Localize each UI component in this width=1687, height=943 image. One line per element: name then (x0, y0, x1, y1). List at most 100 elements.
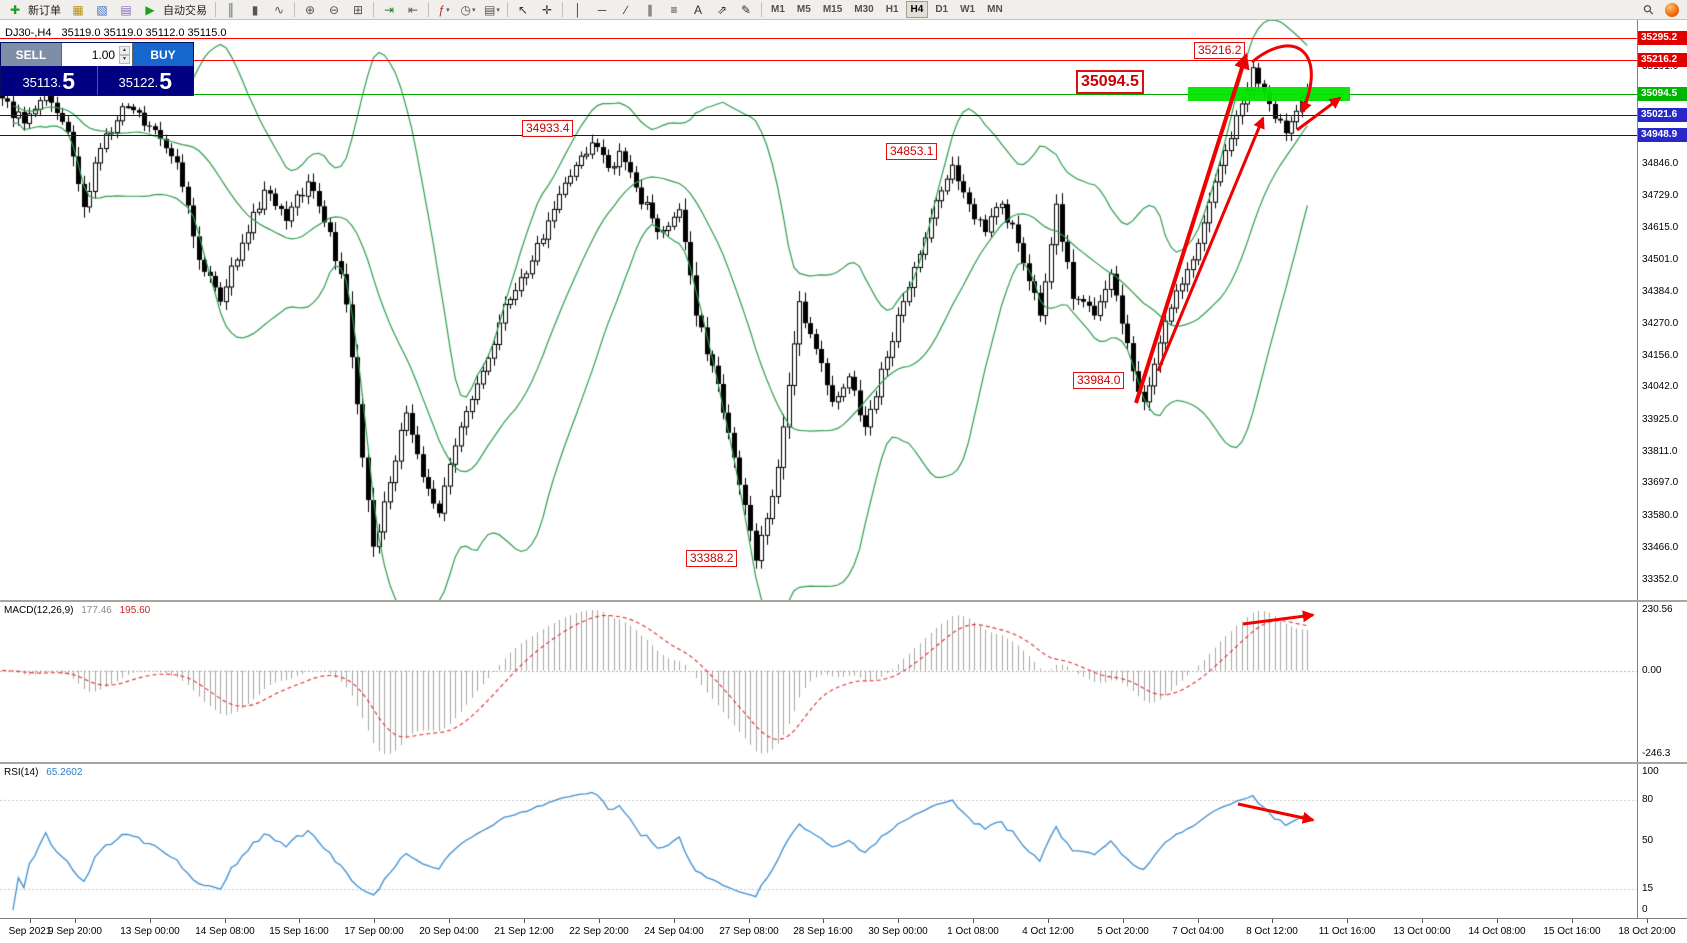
time-axis-tick (225, 919, 226, 923)
new-chart-button[interactable]: ▦ (66, 0, 90, 20)
price-axis-box-35216.2: 35216.2 (1638, 53, 1687, 67)
sell-price-display[interactable]: 35113. 5 (1, 66, 97, 95)
time-axis-tick (599, 919, 600, 923)
panel-separator[interactable] (0, 762, 1687, 764)
macd-pane[interactable]: MACD(12,26,9) 177.46 195.60 (0, 602, 1637, 762)
timeframe-w1-button[interactable]: W1 (960, 4, 976, 15)
new-order-label: 新订单 (28, 4, 61, 17)
time-axis-label: 27 Sep 08:00 (719, 926, 779, 937)
time-axis-tick (150, 919, 151, 923)
time-axis-label: 15 Sep 16:00 (269, 926, 329, 937)
buy-button[interactable]: BUY (133, 43, 193, 66)
autotrading-icon: ▶ (145, 2, 155, 17)
tile-windows-button[interactable]: ⊞ (346, 0, 370, 20)
text-button[interactable]: A (686, 0, 710, 20)
search-button[interactable]: ⚲ (1637, 0, 1661, 20)
price-label-35216.2[interactable]: 35216.2 (1194, 42, 1246, 59)
autotrading-button[interactable]: ▶ (138, 0, 162, 20)
timeframe-m1-button[interactable]: M1 (771, 4, 785, 15)
text-icon: A (693, 2, 702, 17)
horizontal-line-35216.2[interactable] (0, 59, 1637, 61)
candlestick-chart-button[interactable]: ▮ (243, 0, 267, 20)
periods-icon: ◷ (460, 2, 471, 17)
price-label-34853.1[interactable]: 34853.1 (886, 143, 938, 160)
chart-window[interactable]: DJ30-,H4 35119.0 35119.0 35112.0 35115.0… (0, 20, 1687, 943)
rsi-axis-label: 50 (1642, 835, 1654, 846)
indicators-button[interactable]: ƒ ▾ (432, 0, 456, 20)
rsi-axis-label: 100 (1642, 766, 1659, 777)
time-axis-tick (674, 919, 675, 923)
rsi-canvas[interactable] (0, 764, 1637, 918)
main-chart-pane[interactable]: DJ30-,H4 35119.0 35119.0 35112.0 35115.0… (0, 20, 1637, 600)
toolbar-separator (507, 2, 508, 17)
vertical-line-button[interactable]: │ (566, 0, 590, 20)
arrows-button[interactable]: ⇗ (710, 0, 734, 20)
bar-chart-button[interactable]: ║ (219, 0, 243, 20)
horizontal-line-35295.2[interactable] (0, 37, 1637, 39)
candlestick-chart-canvas[interactable] (0, 20, 1637, 600)
timeframe-m5-button[interactable]: M5 (796, 4, 811, 15)
tile-windows-icon: ⊞ (352, 2, 364, 17)
new-order-button[interactable]: ✚ (3, 0, 27, 20)
macd-canvas[interactable] (0, 602, 1637, 762)
fibonacci-button[interactable]: ≡ (662, 0, 686, 20)
timeframe-m30-button[interactable]: M30 (854, 4, 874, 15)
time-axis-label: 18 Oct 20:00 (1618, 926, 1676, 937)
mql-logo-icon (1665, 2, 1679, 17)
horizontal-line-34948.9[interactable] (0, 134, 1637, 136)
support-zone-rectangle[interactable] (1188, 87, 1350, 101)
rsi-pane[interactable]: RSI(14) 65.2602 (0, 764, 1637, 918)
volume-down-button[interactable]: ▼ (119, 54, 130, 64)
draw-button[interactable]: ✎ (734, 0, 758, 20)
channel-button[interactable]: ∥ (638, 0, 662, 20)
fibonacci-icon: ≡ (670, 2, 678, 17)
profiles-button[interactable]: ▧ (90, 0, 114, 20)
volume-input[interactable] (67, 46, 118, 63)
rsi-axis-label: 80 (1642, 794, 1654, 805)
price-axis[interactable]: 35191.034846.034729.034615.034501.034384… (1637, 20, 1687, 918)
line-chart-button[interactable]: ∿ (267, 0, 291, 20)
time-axis-tick (449, 919, 450, 923)
templates-button[interactable]: ▤ ▾ (480, 0, 504, 20)
timeframe-h4-button[interactable]: H4 (905, 1, 929, 18)
time-axis-tick (749, 919, 750, 923)
time-axis-label: 17 Sep 00:00 (344, 926, 404, 937)
auto-scroll-button[interactable]: ⇥ (377, 0, 401, 20)
price-axis-tick: 34615.0 (1642, 222, 1679, 233)
new-order-icon: ✚ (9, 2, 21, 17)
volume-spinner: ▲ ▼ (119, 45, 130, 64)
horizontal-line-35094.5[interactable] (0, 93, 1637, 95)
sell-button[interactable]: SELL (1, 43, 61, 66)
dropdown-arrow-icon: ▾ (471, 6, 476, 14)
timeframe-h1-button[interactable]: H1 (885, 4, 899, 15)
cursor-button[interactable]: ↖ (511, 0, 535, 20)
zoom-in-button[interactable]: ⊕ (298, 0, 322, 20)
price-label-33388.2[interactable]: 33388.2 (686, 550, 738, 567)
periods-button[interactable]: ◷ ▾ (456, 0, 480, 20)
chart-shift-button[interactable]: ⇤ (401, 0, 425, 20)
horizontal-line-35021.6[interactable] (0, 114, 1637, 116)
time-axis-tick (75, 919, 76, 923)
price-label-34933.4[interactable]: 34933.4 (522, 120, 574, 137)
time-axis-tick (1198, 919, 1199, 923)
panel-separator[interactable] (0, 600, 1687, 602)
price-axis-tick: 34384.0 (1642, 286, 1679, 297)
time-axis-tick (823, 919, 824, 923)
timeframe-mn-button[interactable]: MN (987, 4, 1003, 15)
timeframe-d1-button[interactable]: D1 (935, 4, 949, 15)
price-label-33984.0[interactable]: 33984.0 (1073, 372, 1125, 389)
horizontal-line-button[interactable]: ─ (590, 0, 614, 20)
timeframe-m15-button[interactable]: M15 (822, 4, 843, 15)
horizontal-line-icon: ─ (597, 2, 607, 17)
crosshair-icon: ✛ (541, 2, 553, 17)
trendline-button[interactable]: ∕ (614, 0, 638, 20)
zoom-out-button[interactable]: ⊖ (322, 0, 346, 20)
price-axis-tick: 34042.0 (1642, 381, 1679, 392)
price-label-35094.5[interactable]: 35094.5 (1076, 70, 1144, 94)
time-axis[interactable]: Sep 2021 9 Sep 20:00 13 Sep 00:00 14 Sep 08… (0, 918, 1687, 943)
volume-up-button[interactable]: ▲ (119, 45, 130, 55)
buy-price-display[interactable]: 35122. 5 (98, 66, 194, 95)
terminal-button[interactable]: ▤ (114, 0, 138, 20)
crosshair-button[interactable]: ✛ (535, 0, 559, 20)
